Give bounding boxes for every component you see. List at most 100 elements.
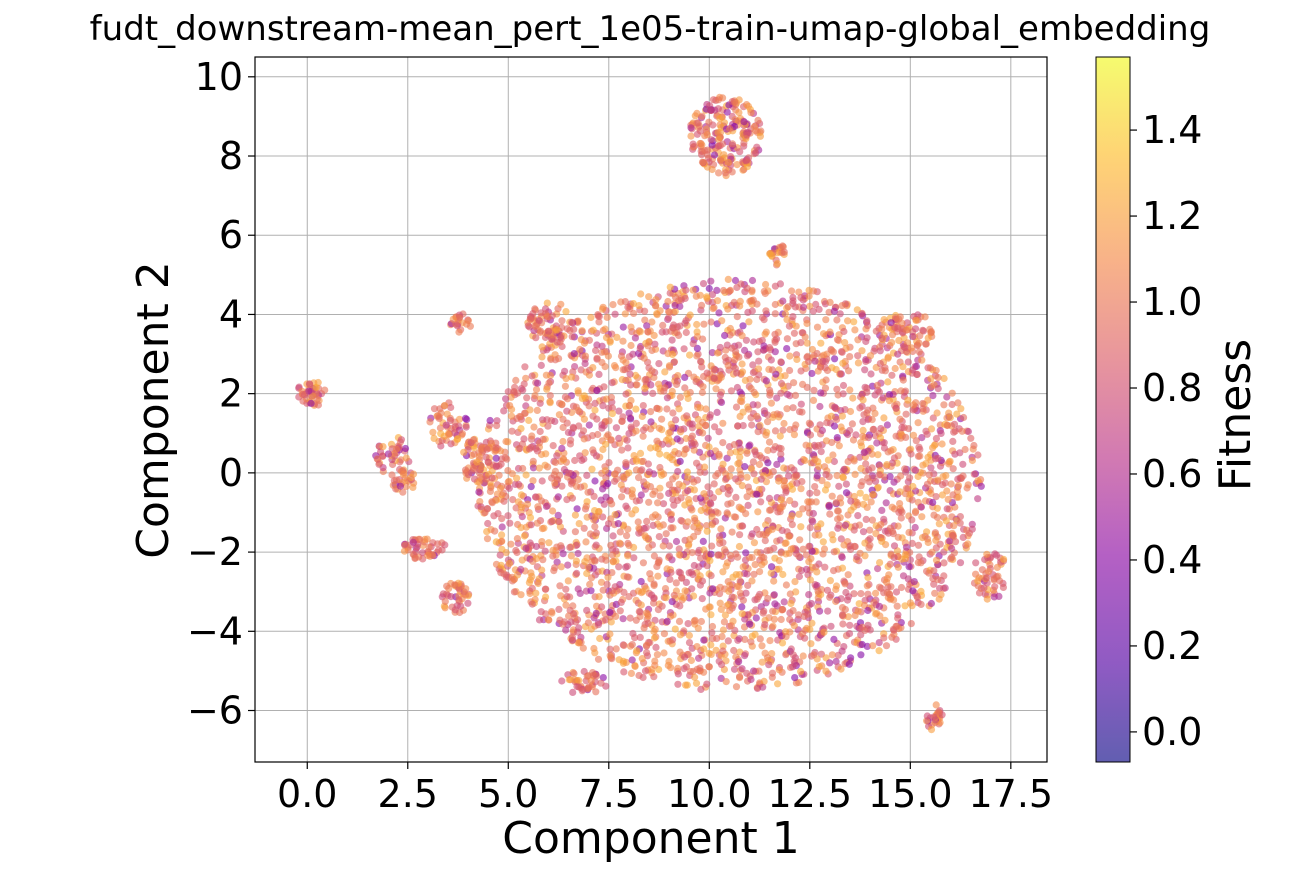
scatter-point [655, 533, 663, 541]
scatter-point [505, 559, 514, 568]
scatter-point [786, 426, 794, 434]
scatter-point [768, 669, 777, 677]
scatter-point [562, 375, 570, 383]
scatter-point [627, 669, 636, 678]
scatter-point [885, 391, 894, 399]
scatter-point [819, 357, 827, 365]
scatter-point [912, 316, 920, 325]
scatter-point [700, 320, 708, 328]
scatter-point [542, 593, 550, 601]
scatter-point [707, 641, 715, 649]
scatter-point [605, 417, 613, 425]
scatter-point [743, 131, 751, 139]
scatter-point [718, 140, 727, 148]
scatter-point [836, 310, 844, 318]
scatter-point [805, 292, 813, 300]
scatter-point [653, 311, 661, 319]
scatter-point [504, 388, 512, 396]
scatter-point [503, 455, 511, 463]
scatter-point [583, 513, 591, 521]
scatter-point [753, 548, 761, 556]
scatter-point [795, 678, 803, 687]
scatter-point [955, 493, 963, 501]
scatter-point [861, 366, 869, 374]
scatter-point [651, 661, 659, 669]
scatter-point [632, 497, 640, 505]
scatter-point [743, 449, 751, 457]
scatter-point [447, 403, 455, 412]
scatter-point [791, 303, 800, 311]
scatter-point [685, 631, 694, 640]
scatter-point [578, 687, 586, 695]
scatter-point [453, 435, 461, 443]
scatter-point [617, 598, 625, 607]
scatter-point [299, 390, 307, 398]
scatter-point [764, 459, 772, 467]
scatter-point [622, 460, 630, 469]
scatter-point [708, 165, 716, 174]
scatter-point [669, 475, 677, 483]
scatter-point [675, 617, 684, 626]
scatter-point [767, 356, 775, 364]
scatter-point [730, 298, 738, 306]
scatter-point [817, 389, 825, 397]
scatter-point [882, 499, 890, 507]
scatter-point [650, 552, 659, 560]
scatter-point [745, 318, 753, 326]
scatter-point [646, 483, 655, 491]
scatter-point [734, 422, 742, 430]
scatter-point [643, 517, 651, 526]
scatter-point [690, 486, 699, 494]
scatter-point [822, 316, 830, 324]
scatter-point [598, 342, 606, 350]
scatter-point [633, 381, 641, 389]
scatter-point [775, 565, 783, 573]
scatter-point [598, 421, 606, 429]
scatter-point [912, 507, 920, 515]
scatter-point [693, 320, 701, 329]
scatter-point [908, 539, 916, 548]
scatter-point [536, 427, 544, 436]
scatter-point [823, 366, 832, 375]
scatter-point [648, 318, 656, 326]
scatter-point [932, 366, 940, 375]
scatter-point [619, 323, 627, 331]
scatter-point [859, 500, 868, 508]
scatter-point [321, 386, 329, 394]
scatter-point [636, 608, 644, 616]
scatter-point [910, 578, 918, 586]
scatter-point [666, 637, 674, 645]
scatter-point [730, 441, 739, 449]
scatter-point [565, 469, 573, 477]
scatter-point [699, 429, 707, 437]
scatter-point [548, 312, 556, 320]
scatter-point [885, 397, 894, 405]
scatter-point [736, 531, 744, 539]
scatter-point [523, 500, 532, 508]
y-tick-label: 8 [219, 134, 243, 178]
scatter-point [760, 316, 768, 324]
scatter-point [732, 683, 741, 691]
scatter-point [663, 451, 671, 459]
scatter-point [881, 367, 890, 375]
scatter-point [555, 517, 563, 526]
scatter-point [950, 428, 958, 436]
scatter-point [629, 300, 638, 308]
scatter-point [703, 680, 711, 688]
scatter-point [711, 106, 719, 114]
scatter-point [619, 657, 628, 665]
scatter-point [749, 667, 758, 675]
scatter-point [811, 483, 819, 491]
scatter-point [597, 679, 605, 687]
scatter-point [677, 494, 685, 502]
scatter-point [926, 364, 935, 372]
scatter-point [756, 421, 764, 430]
scatter-point [847, 654, 855, 662]
scatter-point [850, 455, 858, 463]
scatter-point [504, 512, 512, 520]
scatter-point [605, 520, 613, 528]
scatter-point [749, 361, 757, 369]
scatter-point [751, 561, 759, 569]
scatter-point [837, 348, 846, 356]
scatter-point [922, 460, 930, 468]
